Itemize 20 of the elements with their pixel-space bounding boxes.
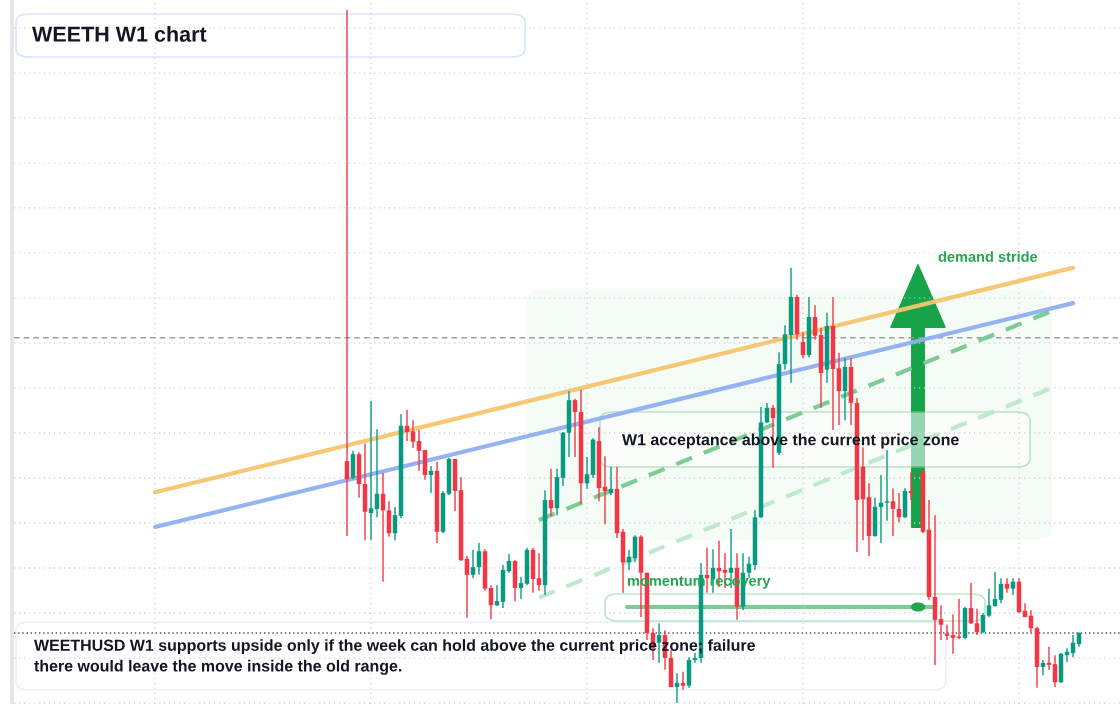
candlestick — [1004, 577, 1010, 594]
candlestick — [518, 576, 524, 600]
text: WEETH W1 chart — [32, 25, 207, 42]
candlestick — [812, 304, 818, 341]
candlestick — [536, 552, 542, 592]
annotation: demand stride — [938, 251, 1038, 262]
candlestick — [986, 587, 992, 618]
candlestick — [890, 487, 896, 537]
candlestick — [992, 571, 998, 608]
candlestick — [884, 449, 890, 522]
candlestick — [956, 598, 962, 640]
candlestick — [572, 398, 578, 458]
candlestick — [680, 671, 686, 691]
candlestick — [470, 549, 476, 579]
candlestick — [410, 419, 416, 449]
candlestick — [350, 450, 356, 480]
candlestick — [938, 604, 944, 641]
candlestick — [368, 400, 374, 541]
candlestick — [950, 613, 956, 655]
candlestick — [416, 429, 422, 472]
